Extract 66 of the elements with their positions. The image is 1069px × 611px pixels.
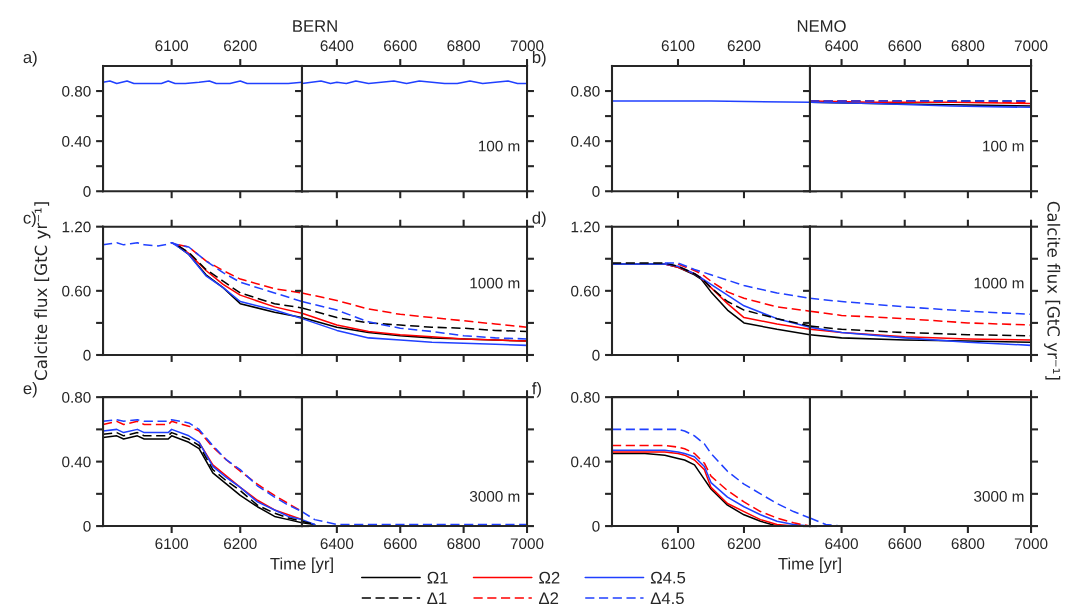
x-tick-label: 7000 <box>1014 40 1048 52</box>
x-tick-label: 6200 <box>727 538 761 550</box>
x-tick-label: 6100 <box>155 538 189 550</box>
x-tick-label: 7000 <box>510 538 544 550</box>
text: a) <box>23 50 37 67</box>
y-tick-label: 0.80 <box>62 392 91 403</box>
text: c) <box>23 211 36 228</box>
annotation: 100 m <box>478 140 520 152</box>
annotation: 1000 m <box>974 277 1024 289</box>
y-tick-label: 0 <box>592 186 600 197</box>
y-tick-label: 1.20 <box>62 221 91 233</box>
annotation: 3000 m <box>469 490 520 502</box>
x-axis-title: Time [yr] <box>270 557 333 573</box>
chart-title: BERN <box>293 20 337 32</box>
x-tick-label: 6100 <box>661 538 695 550</box>
y-tick-label: 0.40 <box>62 136 91 147</box>
legend-label: Δ4.5 <box>650 592 684 605</box>
x-tick-label: 6100 <box>155 40 189 52</box>
x-tick-label: 6600 <box>888 538 922 550</box>
y-tick-label: 0.60 <box>571 285 600 297</box>
x-tick-label: 6800 <box>951 538 985 550</box>
y-tick-label: 0 <box>83 349 91 361</box>
annotation: 1000 m <box>470 277 520 289</box>
x-tick-label: 6800 <box>951 40 985 52</box>
y-tick-label: 0.80 <box>571 392 600 403</box>
y-tick-label: 0 <box>83 186 91 197</box>
x-tick-label: 6400 <box>825 40 858 52</box>
text: d) <box>532 211 546 228</box>
legend-label: Ω2 <box>539 571 560 584</box>
y-tick-label: 1.20 <box>571 221 600 233</box>
y-tick-label: 0.40 <box>62 456 91 468</box>
legend-label: Δ1 <box>427 592 447 604</box>
legend-label: Ω1 <box>427 571 448 584</box>
y-tick-label: 0.40 <box>571 136 600 147</box>
annotation: 3000 m <box>974 490 1024 502</box>
x-tick-label: 6200 <box>224 40 257 52</box>
y-axis-title: Calcite flux [GtC yr⁻¹] <box>34 202 51 380</box>
y-axis-title: Calcite flux [GtC yr⁻¹] <box>1044 201 1061 380</box>
legend-label: Δ2 <box>538 592 559 604</box>
x-tick-label: 6600 <box>384 538 417 550</box>
text: b) <box>532 50 546 67</box>
x-tick-label: 6200 <box>224 538 257 550</box>
y-tick-label: 0 <box>83 520 91 532</box>
text: f) <box>532 382 541 398</box>
x-tick-label: 6400 <box>320 40 354 52</box>
text: e) <box>23 382 37 398</box>
chart-title: NEMO <box>797 20 846 32</box>
y-tick-label: 0.60 <box>62 285 91 297</box>
y-tick-label: 0.80 <box>62 85 91 97</box>
x-tick-label: 6600 <box>384 40 417 52</box>
y-tick-label: 0 <box>592 520 600 532</box>
y-tick-label: 0.80 <box>571 85 600 97</box>
y-tick-label: 0 <box>592 349 600 361</box>
legend-label: Ω4.5 <box>650 571 686 584</box>
x-tick-label: 6800 <box>447 40 481 52</box>
y-tick-label: 0.40 <box>571 456 600 468</box>
x-tick-label: 6800 <box>447 538 481 550</box>
x-tick-label: 7000 <box>510 40 544 52</box>
x-tick-label: 6200 <box>727 40 761 52</box>
x-tick-label: 6400 <box>825 538 858 550</box>
x-tick-label: 7000 <box>1014 538 1048 550</box>
x-axis-title: Time [yr] <box>778 557 841 573</box>
annotation: 100 m <box>983 140 1024 152</box>
x-tick-label: 6100 <box>661 40 695 52</box>
x-tick-label: 6600 <box>888 40 922 52</box>
x-tick-label: 6400 <box>320 538 354 550</box>
